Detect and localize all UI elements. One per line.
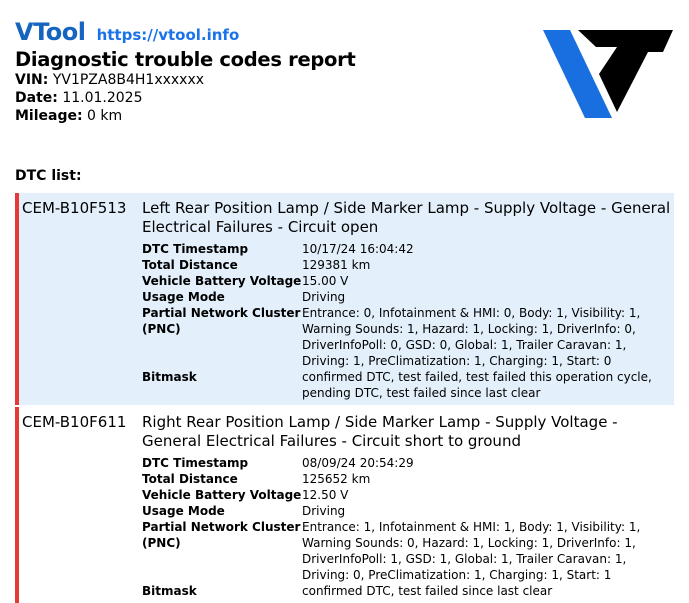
prop-value: 10/17/24 16:04:42 [302,242,414,256]
prop-value: confirmed DTC, test failed, test failed … [302,370,652,400]
prop-label: Partial Network Cluster (PNC) [142,306,301,336]
dtc-properties: DTC Timestamp 08/09/24 20:54:29 Total Dis… [142,455,677,599]
prop-value: Driving [302,290,346,304]
prop-label: Partial Network Cluster (PNC) [142,520,301,550]
dtc-properties: DTC Timestamp 10/17/24 16:04:42 Total Dis… [142,241,677,401]
dtc-description: Left Rear Position Lamp / Side Marker La… [142,199,671,236]
prop-value: 15.00 V [302,274,349,288]
prop-value: 12.50 V [302,488,349,502]
dtc-entry[interactable]: CEM-B10F513 Left Rear Position Lamp / Si… [15,193,674,405]
date-line: Date: 11.01.2025 [15,90,143,106]
dtc-entry[interactable]: CEM-B10F611 Right Rear Position Lamp / S… [15,407,674,603]
prop-label: Vehicle Battery Voltage [142,274,302,288]
website-link[interactable]: https://vtool.info [96,26,240,44]
vtool-logo-icon [543,30,673,118]
prop-label: Usage Mode [142,290,225,304]
prop-label: Total Distance [142,258,238,272]
brand-name: VTool [15,18,86,46]
prop-value: confirmed DTC, test failed since last cl… [302,584,553,598]
prop-label: Usage Mode [142,504,225,518]
prop-value: 08/09/24 20:54:29 [302,456,414,470]
prop-label: Bitmask [142,370,197,384]
prop-value: Driving [302,504,346,518]
prop-label: DTC Timestamp [142,242,249,256]
prop-value: Entrance: 1, Infotainment & HMI: 1, Body… [302,520,641,582]
prop-label: Bitmask [142,584,197,598]
vin-value: YV1PZA8B4H1xxxxxx [52,72,205,88]
dtc-list-label: DTC list: [15,168,82,184]
page-title: Diagnostic trouble codes report [15,48,356,71]
prop-label: DTC Timestamp [142,456,249,470]
dtc-code: CEM-B10F611 [22,413,127,431]
dtc-description: Right Rear Position Lamp / Side Marker L… [142,413,618,450]
prop-label: Vehicle Battery Voltage [142,488,302,502]
prop-value: 125652 km [302,472,371,486]
prop-label: Total Distance [142,472,238,486]
vin-line: VIN: YV1PZA8B4H1xxxxxx [15,72,205,88]
dtc-code: CEM-B10F513 [22,199,127,217]
mileage-value: 0 km [87,108,123,124]
date-value: 11.01.2025 [62,90,143,106]
prop-value: 129381 km [302,258,371,272]
prop-value: Entrance: 0, Infotainment & HMI: 0, Body… [302,306,641,368]
report-header: VTool https://vtool.info Diagnostic trou… [15,18,356,125]
mileage-line: Mileage: 0 km [15,108,123,124]
